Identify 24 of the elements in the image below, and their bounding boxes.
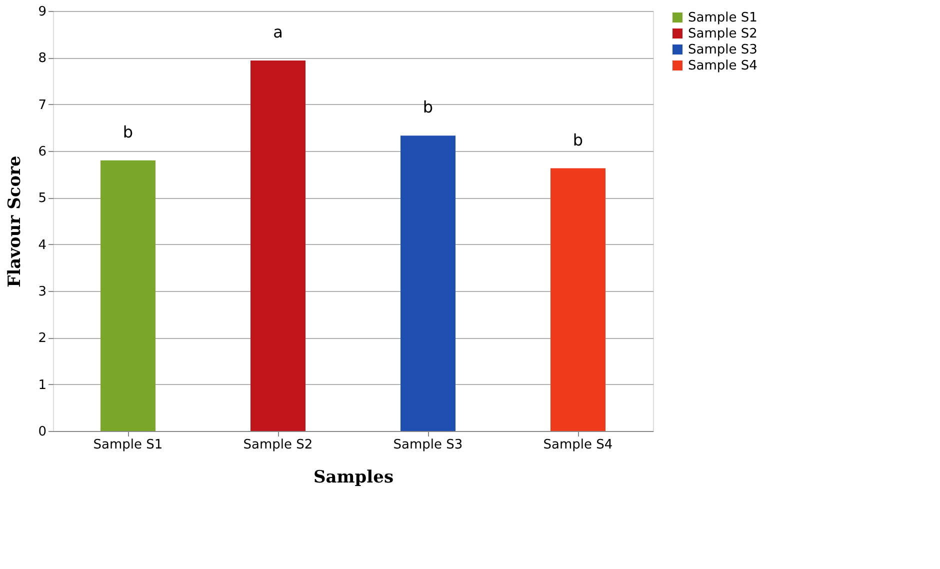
y-tick-label: 4 [38,238,46,253]
x-tick-label: Sample S2 [243,438,313,452]
y-tick-label: 7 [38,98,46,113]
x-tick-label: Sample S4 [543,438,613,452]
y-tick-label: 5 [38,191,46,206]
annotation: b [422,98,434,117]
y-tick-label: 0 [38,424,46,440]
legend-label: Sample S4 [688,58,758,74]
annotation: b [572,130,584,150]
y-tick-label: 3 [38,284,46,300]
x-tick-label: Sample S1 [93,438,163,452]
y-tick-label: 8 [38,51,46,66]
legend-label: Sample S3 [688,42,758,58]
y-tick-label: 2 [38,331,46,346]
y-tick-label: 6 [38,144,46,160]
annotation: a [273,22,283,42]
legend-label: Sample S2 [688,26,758,42]
legend-label: Sample S1 [688,10,758,26]
y-tick-label: 1 [38,378,46,393]
y-tick-label: 9 [38,4,46,20]
annotation: b [122,122,134,142]
y-axis-title: Flavour Score [5,155,26,288]
x-axis-title: Samples [313,468,394,488]
x-tick-label: Sample S3 [393,438,463,452]
